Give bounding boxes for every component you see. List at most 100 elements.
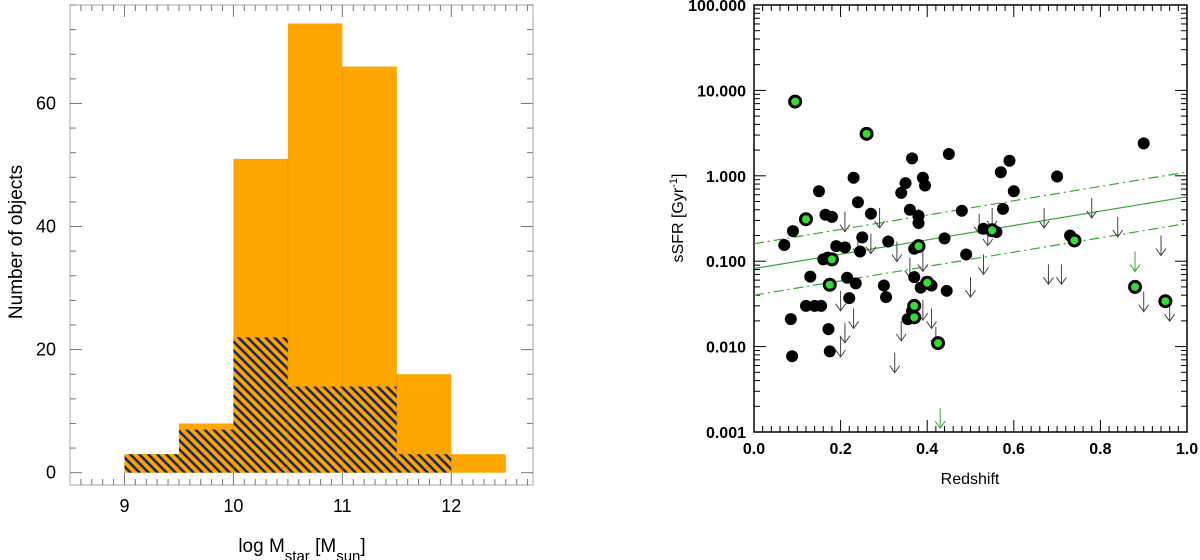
y-tick-label: 10.000: [697, 83, 746, 100]
scatter-frame: [753, 4, 1188, 433]
data-point: [784, 313, 797, 326]
upper-limit-arrow-head: [1155, 248, 1167, 257]
y-tick-label: 0: [46, 463, 56, 483]
data-point: [903, 203, 916, 216]
green-data-point: [1128, 279, 1143, 294]
data-point: [856, 231, 869, 244]
y-tick-label: 0.010: [706, 340, 746, 357]
data-point: [908, 271, 921, 284]
green-data-point: [1158, 294, 1173, 309]
data-point: [804, 270, 817, 283]
upper-limit-arrow-head: [835, 303, 847, 312]
data-point: [854, 245, 867, 258]
green-data-point: [1067, 233, 1082, 248]
upper-limit-arrow-head: [978, 267, 989, 276]
y-tick-label: 1.000: [706, 169, 746, 186]
x-tick-label: 0.0: [743, 441, 765, 458]
green-data-point: [798, 212, 813, 227]
upper-limit-arrow-head: [835, 349, 847, 358]
x-tick-label: 0.2: [829, 441, 851, 458]
data-point: [955, 204, 968, 217]
upper-limit-arrow-head: [965, 289, 976, 299]
upper-limit-arrow-head: [1038, 220, 1050, 229]
data-point: [825, 210, 838, 223]
data-point: [895, 186, 908, 199]
upper-limit-arrow-head: [889, 365, 901, 374]
data-point: [996, 202, 1009, 215]
data-point: [815, 299, 828, 312]
histogram-hatched-bar: [342, 386, 397, 473]
data-point: [778, 238, 791, 251]
y-tick-label: 100.000: [688, 0, 746, 15]
data-point: [822, 323, 835, 336]
upper-limit-arrow-head: [926, 321, 937, 330]
data-point: [899, 177, 912, 190]
data-point: [849, 277, 862, 290]
histogram-hatched-bar: [178, 429, 234, 473]
green-data-point: [911, 239, 926, 254]
histogram-panel: 9 10 11 12 0 20 40 60: [36, 4, 534, 516]
x-tick-label: 1.0: [1176, 441, 1198, 458]
histogram-hatched-bar: [124, 454, 179, 473]
green-data-point: [907, 310, 922, 325]
green-data-point: [907, 298, 922, 313]
y-tick-label: 0.100: [706, 254, 746, 271]
y-tick-label: 40: [36, 217, 56, 237]
data-point: [1051, 170, 1064, 183]
data-point: [786, 225, 799, 238]
y-tick-label: 0.001: [706, 425, 746, 442]
upper-limit-arrow-head: [839, 224, 851, 233]
green-data-point: [824, 252, 839, 267]
x-tick-label: 12: [441, 496, 461, 516]
green-data-point: [985, 223, 1000, 238]
data-point: [1003, 154, 1016, 167]
scatter-xlabel: Redshift: [941, 471, 1000, 488]
upper-limit-arrow-head: [891, 254, 903, 263]
scatter-ylabel-close: ]: [670, 174, 687, 178]
histogram-bar: [451, 454, 506, 473]
upper-limit-arrow-head: [982, 238, 994, 247]
scatter-ylabel-main: sSFR [Gyr: [670, 187, 687, 262]
green-data-point: [931, 336, 946, 351]
data-point: [864, 207, 877, 220]
histogram-ylabel: Number of objects: [6, 165, 27, 319]
upper-limit-arrow-head: [1043, 277, 1054, 286]
upper-limit-arrow-head: [1164, 313, 1176, 323]
data-point: [841, 271, 854, 284]
upper-limit-arrow-head: [839, 335, 851, 344]
upper-limit-arrow-head: [874, 220, 885, 229]
histogram-hatched-bar: [287, 386, 343, 473]
data-point: [882, 235, 895, 248]
data-point: [880, 291, 893, 304]
histogram-frame: [69, 4, 534, 486]
upper-limit-arrow-head: [1112, 229, 1124, 238]
data-point: [851, 196, 864, 209]
upper-limit-arrow-head: [1086, 210, 1098, 219]
histogram-xlabel-unit-close: ]: [360, 536, 365, 557]
histogram-hatched-bar: [233, 337, 288, 473]
y-tick-label: 60: [36, 93, 56, 113]
scatter-ylabel-sup: -1: [668, 178, 680, 188]
green-data-point: [859, 126, 874, 141]
data-point: [1137, 137, 1150, 150]
x-tick-label: 0.4: [916, 441, 938, 458]
x-tick-label: 11: [333, 496, 352, 516]
data-point: [823, 345, 836, 358]
ssfr-scatter-panel: 0.0 0.2 0.4 0.6 0.8 1.0 0.001 0.010 0.100 1.000 10…: [688, 0, 1198, 458]
fit-upper-band: [753, 171, 1188, 245]
green-data-point: [920, 275, 935, 290]
data-point: [919, 179, 932, 192]
x-tick-label: 0.6: [1003, 441, 1025, 458]
data-point: [940, 284, 953, 297]
data-point: [942, 147, 955, 160]
data-point: [912, 217, 925, 230]
histogram-xlabel-unit-open: [M: [310, 536, 336, 557]
x-tick-label: 9: [119, 496, 129, 516]
scatter-ylabel: sSFR [Gyr-1]: [668, 174, 687, 263]
x-tick-label: 10: [223, 496, 243, 516]
green-data-point: [822, 277, 837, 292]
data-point: [877, 279, 890, 292]
data-point: [906, 152, 919, 165]
data-point: [838, 241, 851, 254]
